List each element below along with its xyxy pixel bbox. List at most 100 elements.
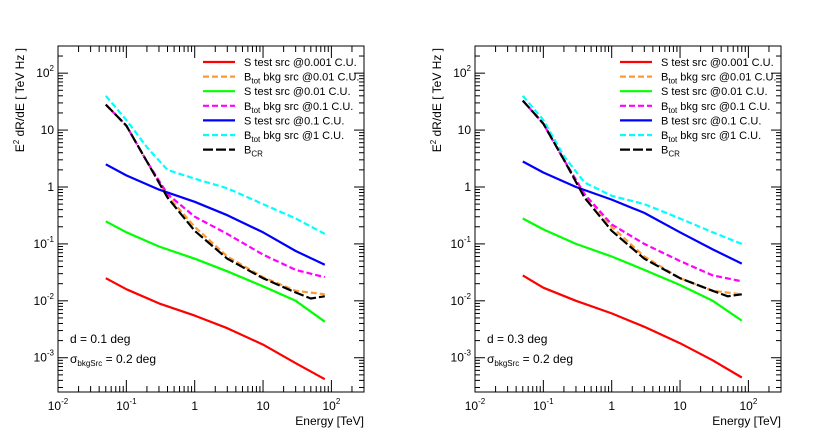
legend-label-main: S [661, 86, 668, 98]
x-tick-mantissa: 10 [116, 399, 130, 413]
y-tick-label: 10-2 [451, 292, 472, 308]
plot-frame [57, 45, 365, 393]
y-tick-label: 10-3 [451, 349, 472, 365]
y-tick-exponent: -2 [464, 292, 472, 301]
annotation-distance: d = 0.1 deg [70, 332, 130, 346]
legend-label-2: S test src @0.01 C.U. [244, 86, 351, 98]
x-tick-mantissa: 1 [608, 399, 615, 413]
x-tick-mantissa: 10 [465, 399, 479, 413]
y-tick-mantissa: 10 [458, 123, 472, 137]
y-tick-exponent: -3 [47, 349, 55, 358]
y-tick-label: 10 [41, 123, 55, 137]
annotation-sigma-rest: = 0.2 deg [519, 352, 573, 366]
legend-label-rest: bkg src @0.1 C.U. [677, 101, 770, 113]
x-axis-title: Energy [TeV] [712, 414, 781, 428]
x-tick-exponent: 2 [336, 397, 341, 406]
legend-label-subscript: CR [251, 150, 263, 159]
x-tick-mantissa: 10 [256, 399, 270, 413]
x-tick-label: 10-1 [116, 397, 137, 413]
series-line-3 [105, 103, 326, 279]
plot-frame [474, 45, 782, 393]
legend-label-6: BCR [244, 145, 263, 159]
x-tick-exponent: -2 [478, 397, 486, 406]
legend-label-main: S [244, 86, 251, 98]
legend-label-main: B [661, 130, 668, 142]
legend-label-subscript: CR [668, 150, 680, 159]
y-tick-label: 10 [458, 123, 472, 137]
series-line-5 [521, 95, 743, 245]
y-tick-exponent: -2 [47, 292, 55, 301]
x-tick-label: 1 [608, 399, 615, 413]
legend-label-main: B [661, 101, 668, 113]
y-axis-title-main: E [13, 144, 27, 152]
series-line-5 [104, 95, 326, 235]
legend-label-main: S [244, 115, 251, 127]
series-line-0 [522, 274, 743, 379]
legend-label-subscript: tot [668, 135, 678, 144]
legend-label-main: B [661, 72, 668, 84]
annotation-distance: d = 0.3 deg [487, 332, 547, 346]
annotation-sigma-subscript: bkgSrc [494, 359, 519, 368]
annotation-sigma: σbkgSrc = 0.2 deg [70, 352, 156, 368]
x-tick-label: 10 [673, 399, 687, 413]
x-tick-exponent: 2 [753, 397, 758, 406]
legend-label-main: B [661, 115, 668, 127]
legend-label-main: B [244, 130, 251, 142]
x-tick-label: 102 [739, 397, 757, 413]
y-axis-title: E2 dR/dE [ TeV Hz ] [12, 48, 27, 152]
annotation-sigma: σbkgSrc = 0.2 deg [487, 352, 573, 368]
legend-label-main: B [661, 145, 668, 157]
legend-label-2: S test src @0.01 C.U. [661, 86, 768, 98]
y-tick-label: 1 [464, 180, 471, 194]
x-tick-label: 102 [322, 397, 340, 413]
y-tick-mantissa: 10 [36, 66, 50, 80]
x-tick-exponent: -1 [129, 397, 137, 406]
legend-label-main: S [661, 57, 668, 69]
x-axis-title: Energy [TeV] [295, 414, 364, 428]
legend-label-rest: bkg src @1 C.U. [260, 130, 344, 142]
series-line-6 [105, 103, 325, 300]
legend-label-rest: test src @0.1 C.U. [251, 115, 344, 127]
y-tick-mantissa: 10 [34, 351, 48, 365]
legend-label-subscript: tot [668, 77, 678, 86]
legend-label-6: BCR [661, 145, 680, 159]
y-tick-label: 10-1 [34, 235, 55, 251]
y-tick-mantissa: 1 [47, 180, 54, 194]
x-tick-mantissa: 10 [673, 399, 687, 413]
series-line-4 [105, 163, 326, 266]
x-tick-exponent: -2 [61, 397, 69, 406]
y-tick-exponent: 2 [467, 64, 472, 73]
annotation-sigma-symbol: σ [487, 352, 495, 366]
x-tick-mantissa: 10 [322, 399, 336, 413]
x-tick-exponent: -1 [546, 397, 554, 406]
x-tick-mantissa: 10 [739, 399, 753, 413]
legend-label-main: B [244, 145, 251, 157]
annotation-sigma-subscript: bkgSrc [77, 359, 102, 368]
y-tick-label: 10-3 [34, 349, 55, 365]
x-tick-mantissa: 10 [533, 399, 547, 413]
legend-label-subscript: tot [251, 77, 261, 86]
legend-label-3: Btot bkg src @0.1 C.U. [661, 101, 770, 115]
legend-label-rest: test src @0.001 C.U. [251, 57, 356, 69]
legend-label-subscript: tot [251, 106, 261, 115]
y-tick-exponent: 2 [50, 64, 55, 73]
y-tick-label: 102 [36, 64, 54, 80]
legend-label-main: S [244, 57, 251, 69]
y-tick-exponent: -3 [464, 349, 472, 358]
y-axis-title-superscript: 2 [12, 139, 21, 144]
y-axis-title: E2 dR/dE [ TeV Hz ] [429, 48, 444, 152]
x-tick-label: 10 [256, 399, 270, 413]
y-tick-mantissa: 10 [34, 237, 48, 251]
y-tick-mantissa: 10 [451, 237, 465, 251]
y-tick-mantissa: 10 [453, 66, 467, 80]
y-tick-exponent: -1 [47, 235, 55, 244]
y-tick-label: 10-1 [451, 235, 472, 251]
legend-label-rest: bkg src @0.01 C.U. [260, 72, 359, 84]
series-line-2 [105, 220, 326, 323]
y-tick-mantissa: 10 [451, 294, 465, 308]
legend-label-subscript: tot [251, 135, 261, 144]
legend-label-4: S test src @0.1 C.U. [244, 115, 344, 127]
legend-label-rest: test src @0.01 C.U. [668, 86, 767, 98]
legend-label-5: Btot bkg src @1 C.U. [661, 130, 761, 144]
